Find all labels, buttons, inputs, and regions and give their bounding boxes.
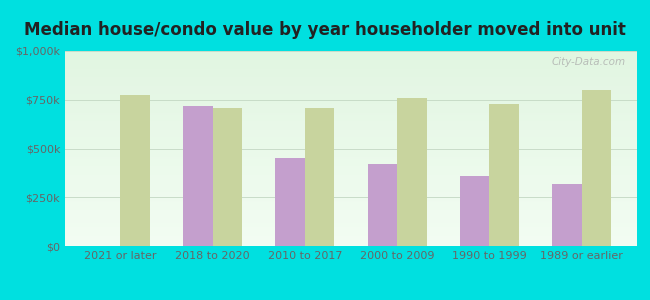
Bar	[552, 184, 582, 246]
Bar	[489, 103, 519, 246]
Bar	[460, 176, 489, 246]
Bar	[120, 95, 150, 246]
Bar	[276, 158, 305, 246]
Bar	[368, 164, 397, 246]
Text: Median house/condo value by year householder moved into unit: Median house/condo value by year househo…	[24, 21, 626, 39]
Bar	[305, 107, 334, 246]
Bar	[183, 106, 213, 246]
Bar	[397, 98, 426, 246]
Bar	[213, 107, 242, 246]
Bar	[582, 90, 611, 246]
Text: City-Data.com: City-Data.com	[551, 57, 625, 67]
